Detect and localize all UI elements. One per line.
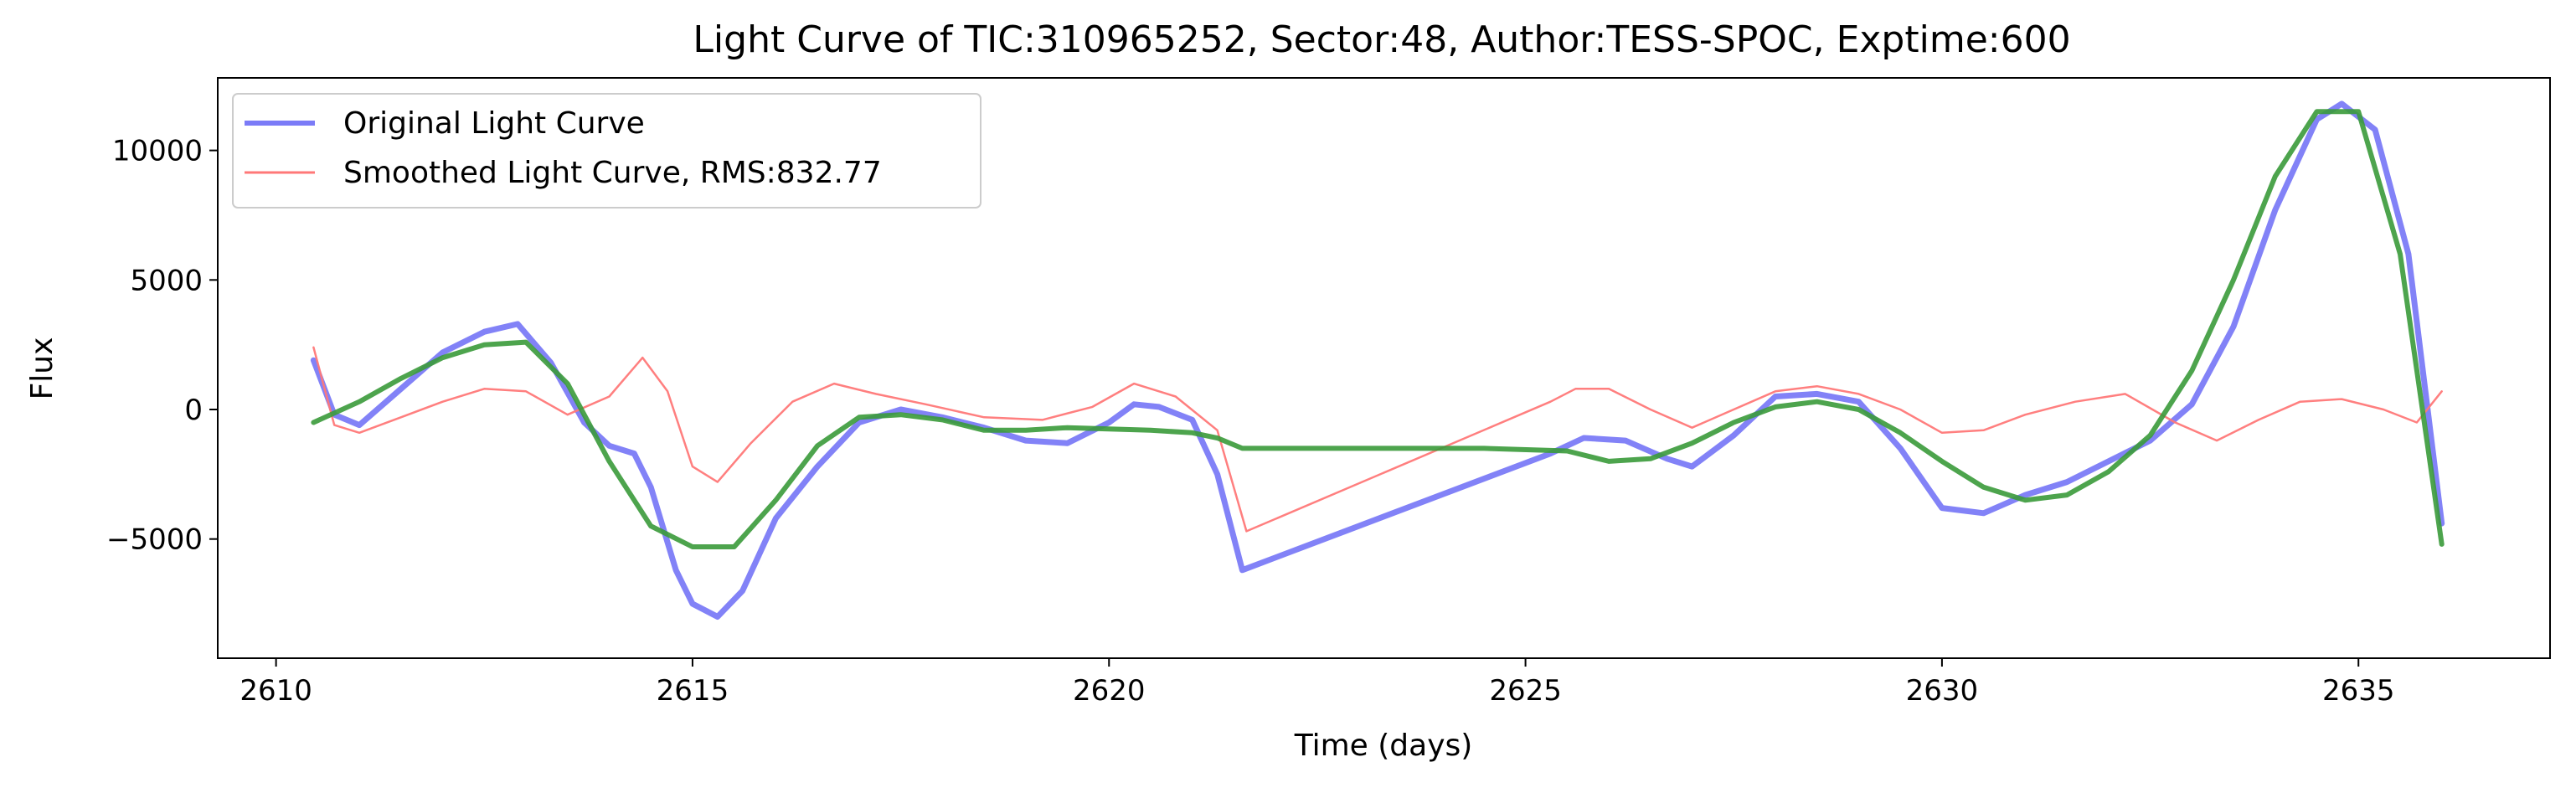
y-tick-label: 5000 [130, 264, 203, 297]
x-tick-label: 2615 [657, 674, 729, 708]
series-layer [310, 100, 2445, 620]
x-tick-label: 2625 [1489, 674, 1562, 708]
y-tick-label: 0 [184, 394, 203, 427]
y-tick-label: −5000 [106, 523, 203, 557]
legend-box [232, 93, 981, 209]
plot-frame [217, 77, 2551, 659]
legend: Original Light Curve Smoothed Light Curv… [232, 93, 981, 209]
legend-label-smoothed: Smoothed Light Curve, RMS:832.77 [343, 156, 882, 190]
y-axis: −5000 0 5000 10000 [106, 135, 218, 557]
x-tick-label: 2635 [2322, 674, 2395, 708]
series-line-original [310, 100, 2445, 620]
series-line-fit [311, 109, 2445, 549]
y-tick-label: 10000 [112, 135, 203, 168]
x-tick-label: 2620 [1073, 674, 1146, 708]
x-axis-title: Time (days) [1294, 729, 1473, 763]
y-axis-title: Flux [25, 337, 59, 400]
x-tick-label: 2610 [240, 674, 312, 708]
x-tick-label: 2630 [1906, 674, 1979, 708]
legend-label-original: Original Light Curve [343, 106, 645, 141]
x-axis: 2610 2615 2620 2625 2630 2635 [240, 658, 2394, 708]
plot-area [217, 77, 2551, 659]
chart-title: Light Curve of TIC:310965252, Sector:48,… [693, 18, 2070, 61]
series-line-smoothed [312, 346, 2443, 533]
